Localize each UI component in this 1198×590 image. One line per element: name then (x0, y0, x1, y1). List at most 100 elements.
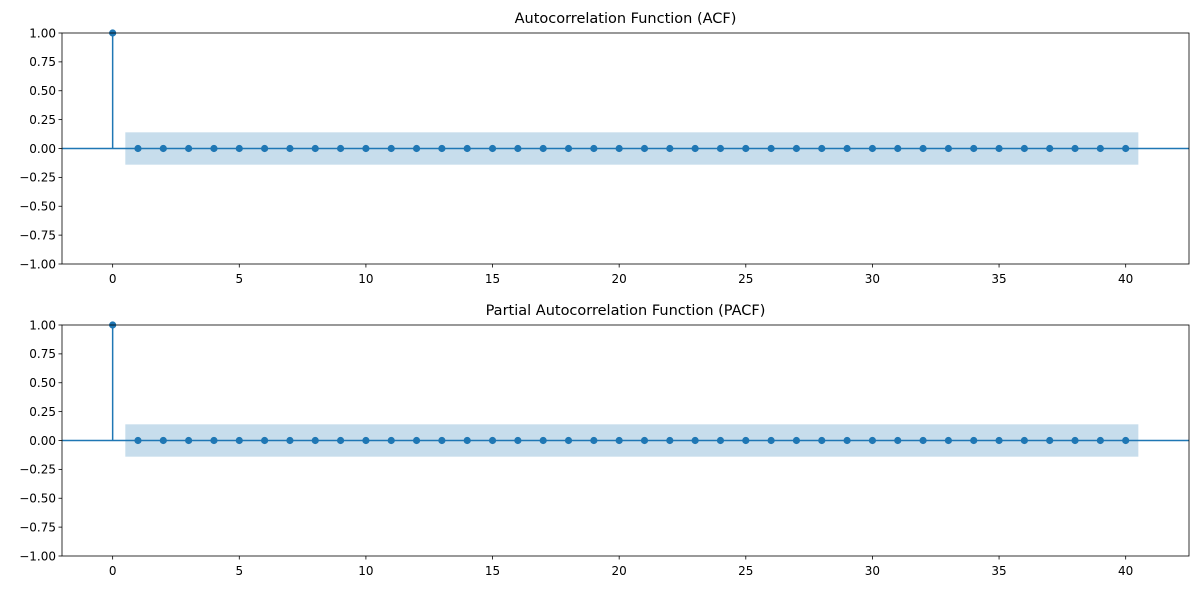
pacf-marker-lag-40 (1122, 436, 1130, 445)
acf-xtick-label: 25 (738, 272, 753, 286)
acf-marker-lag-18 (564, 144, 573, 153)
acf-marker-lag-23 (691, 144, 699, 153)
acf-xtick-label: 10 (358, 272, 373, 286)
acf-marker-lag-2 (159, 144, 167, 153)
pacf-xtick-label: 30 (865, 564, 880, 578)
acf-marker-lag-26 (767, 144, 775, 153)
pacf-marker-lag-28 (818, 436, 826, 445)
acf-marker-lag-34 (970, 144, 978, 153)
acf-marker-lag-27 (792, 144, 801, 153)
acf-marker-lag-22 (666, 144, 674, 153)
pacf-marker-lag-12 (412, 436, 421, 445)
acf-marker-lag-12 (412, 144, 421, 153)
pacf-xtick-label: 10 (358, 564, 373, 578)
pacf-marker-lag-9 (336, 436, 345, 445)
pacf-xtick-label: 35 (991, 564, 1006, 578)
pacf-ytick-label: −0.75 (19, 520, 56, 534)
acf-marker-lag-36 (1020, 144, 1028, 153)
pacf-marker-lag-1 (134, 436, 142, 445)
pacf-marker-lag-37 (1046, 436, 1054, 445)
acf-ytick-label: 0.75 (29, 55, 56, 69)
acf-xtick-label: 0 (109, 272, 117, 286)
acf-marker-lag-25 (742, 144, 750, 153)
pacf-ytick-label: 0.25 (29, 405, 56, 419)
pacf-marker-lag-6 (261, 436, 269, 445)
pacf-marker-lag-15 (488, 436, 497, 445)
pacf-xtick-label: 5 (235, 564, 243, 578)
pacf-marker-lag-5 (235, 436, 243, 445)
acf-marker-lag-16 (514, 144, 522, 153)
pacf-xtick-label: 40 (1118, 564, 1133, 578)
pacf-xtick-label: 15 (485, 564, 500, 578)
acf-marker-lag-21 (640, 144, 649, 153)
pacf-ytick-label: −0.25 (19, 463, 56, 477)
acf-marker-lag-11 (387, 144, 395, 153)
acf-marker-lag-19 (590, 144, 598, 153)
acf-marker-lag-39 (1096, 144, 1104, 153)
acf-xtick-label: 35 (991, 272, 1006, 286)
pacf-marker-lag-31 (894, 436, 902, 445)
acf-marker-lag-15 (488, 144, 497, 153)
pacf-xtick-label: 0 (109, 564, 117, 578)
pacf-marker-lag-29 (843, 436, 851, 445)
acf-marker-lag-40 (1122, 144, 1130, 153)
acf-marker-lag-3 (185, 144, 193, 153)
pacf-marker-lag-4 (210, 436, 218, 445)
acf-marker-lag-8 (311, 144, 319, 153)
acf-xtick-label: 40 (1118, 272, 1133, 286)
acf-marker-lag-4 (210, 144, 218, 153)
acf-marker-lag-17 (539, 144, 547, 153)
pacf-marker-lag-33 (944, 436, 953, 445)
acf-marker-lag-10 (362, 144, 370, 153)
pacf-marker-lag-23 (691, 436, 699, 445)
acf-ytick-label: 0.00 (29, 142, 56, 156)
pacf-marker-lag-17 (539, 436, 547, 445)
pacf-marker-lag-10 (362, 436, 370, 445)
pacf-marker-lag-2 (159, 436, 167, 445)
pacf-ytick-label: −1.00 (19, 549, 56, 563)
acf-marker-lag-5 (235, 144, 243, 153)
acf-marker-lag-28 (818, 144, 826, 153)
acf-ytick-label: 0.25 (29, 113, 56, 127)
acf-marker-lag-6 (261, 144, 269, 153)
acf-ytick-label: −1.00 (19, 257, 56, 271)
pacf-marker-lag-3 (185, 436, 193, 445)
acf-marker-lag-13 (438, 144, 446, 153)
acf-marker-lag-37 (1046, 144, 1054, 153)
pacf-marker-lag-36 (1020, 436, 1028, 445)
pacf-marker-lag-22 (666, 436, 674, 445)
pacf-marker-lag-7 (286, 436, 294, 445)
pacf-marker-lag-38 (1071, 436, 1079, 445)
pacf-ytick-label: 0.75 (29, 347, 56, 361)
acf-marker-lag-1 (134, 144, 142, 153)
acf-ytick-label: 1.00 (29, 26, 56, 40)
pacf-marker-lag-8 (311, 436, 319, 445)
pacf-marker-lag-30 (868, 436, 877, 445)
pacf-marker-lag-11 (387, 436, 395, 445)
pacf-panel: Partial Autocorrelation Function (PACF) … (19, 303, 1190, 578)
acf-panel: Autocorrelation Function (ACF) −1.00 −0.7… (19, 11, 1190, 286)
pacf-marker-lag-21 (640, 436, 649, 445)
pacf-marker-lag-20 (615, 436, 623, 445)
pacf-marker-lag-13 (438, 436, 446, 445)
pacf-marker-lag-26 (767, 436, 775, 445)
acf-title: Autocorrelation Function (ACF) (515, 11, 737, 27)
acf-marker-lag-7 (286, 144, 294, 153)
acf-ytick-label: −0.25 (19, 171, 56, 185)
acf-marker-lag-14 (463, 144, 471, 153)
pacf-marker-lag-27 (792, 436, 801, 445)
pacf-marker-lag-18 (564, 436, 573, 445)
pacf-xtick-label: 20 (612, 564, 627, 578)
pacf-marker-lag-34 (970, 436, 978, 445)
acf-marker-lag-31 (894, 144, 902, 153)
pacf-title: Partial Autocorrelation Function (PACF) (486, 303, 766, 319)
pacf-marker-lag-25 (742, 436, 750, 445)
acf-marker-lag-35 (995, 144, 1003, 153)
acf-xtick-label: 15 (485, 272, 500, 286)
pacf-marker-lag-16 (514, 436, 522, 445)
acf-marker-lag-32 (919, 144, 927, 153)
acf-marker-lag-38 (1071, 144, 1079, 153)
pacf-marker-lag-24 (716, 436, 725, 445)
pacf-xtick-label: 25 (738, 564, 753, 578)
pacf-marker-lag-14 (463, 436, 471, 445)
